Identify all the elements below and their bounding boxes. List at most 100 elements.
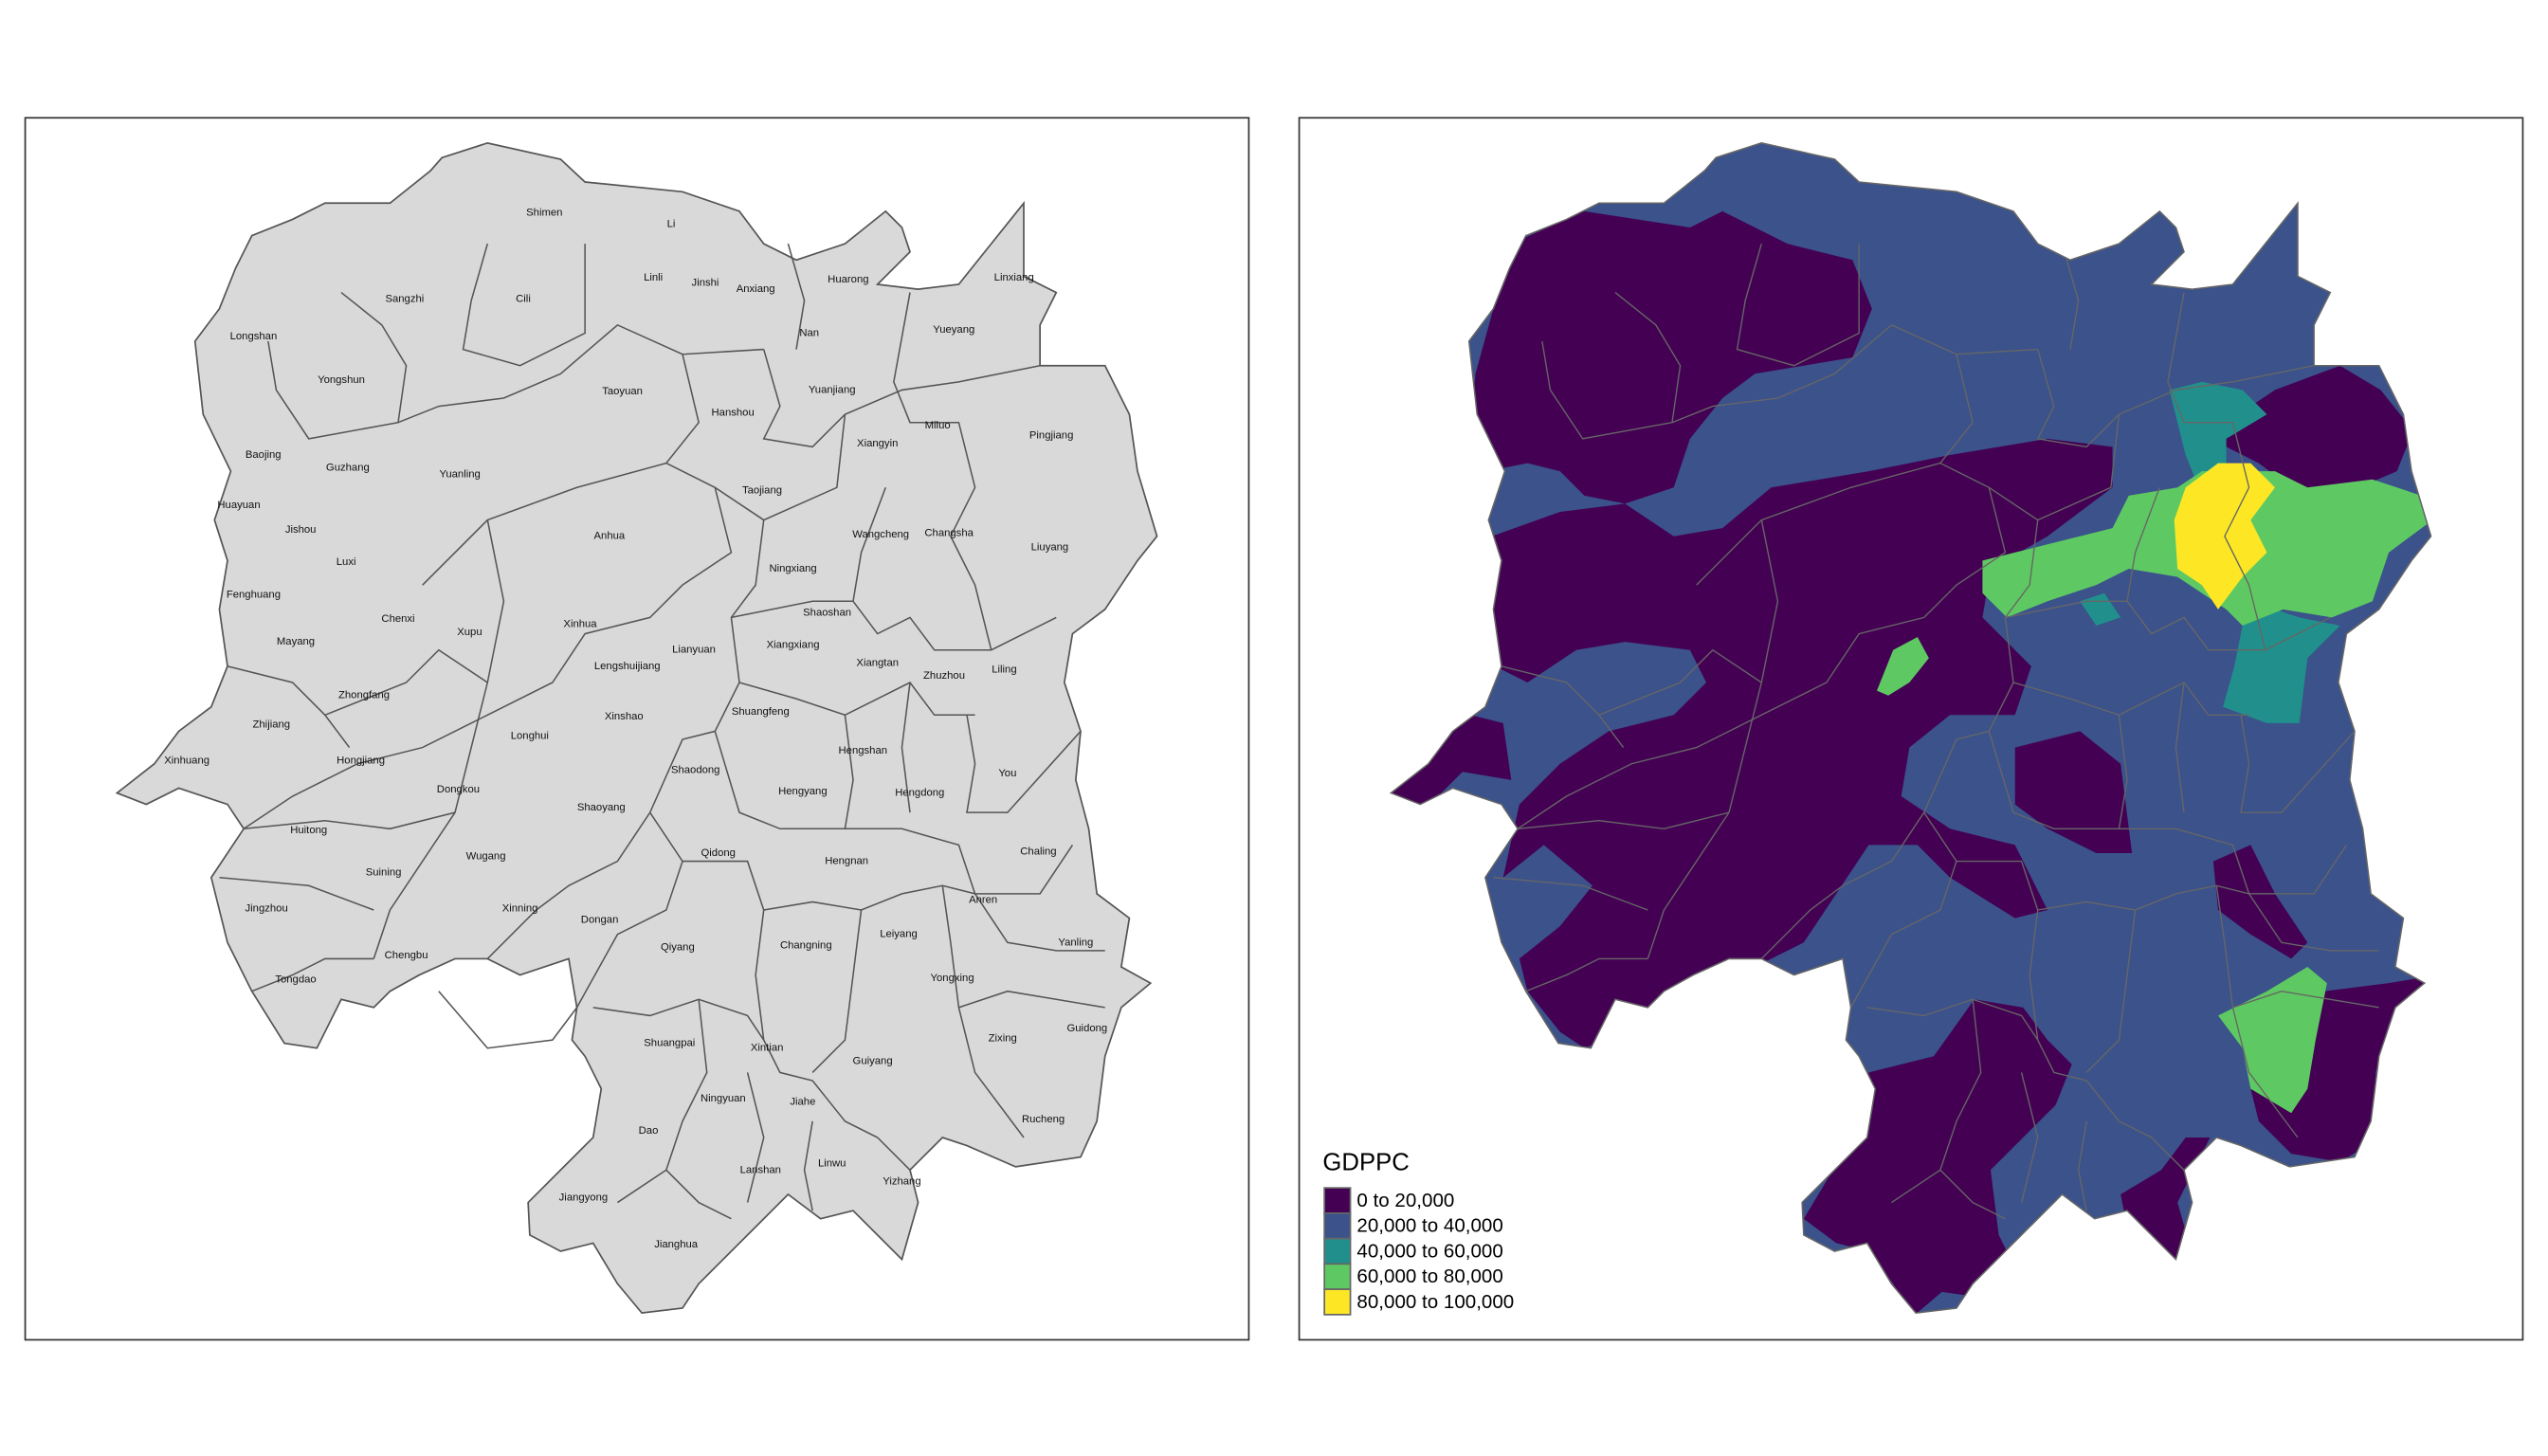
county-boundary (1988, 414, 2120, 521)
county-boundary (575, 811, 683, 1009)
county-boundary (2232, 991, 2379, 1009)
county-label: Chaling (1020, 846, 1056, 857)
county-region (1491, 438, 2113, 1048)
county-boundary (2005, 600, 2127, 619)
county-label: Jianghua (654, 1239, 699, 1250)
county-boundary (1712, 991, 1852, 1049)
county-label: Hengnan (825, 856, 868, 867)
county-boundary (1647, 519, 1779, 959)
county-label: Jingzhou (246, 902, 288, 914)
county-label: Pingjiang (1029, 429, 1073, 441)
county-region (2226, 365, 2413, 496)
county-label: Yanling (1058, 937, 1093, 948)
county-boundary (1849, 811, 1957, 1009)
county-label: Cili (516, 293, 531, 304)
county-label: Anxiang (737, 283, 775, 295)
county-label: Anren (969, 895, 997, 906)
county-label: Taoyuan (602, 386, 643, 397)
county-boundary (1525, 957, 1648, 992)
county-label: Linli (644, 272, 663, 283)
county-boundary (2037, 1039, 2185, 1171)
county-boundary (893, 292, 992, 650)
county-label: Zhongfang (338, 690, 390, 701)
left-map-frame (24, 117, 1250, 1341)
county-label: Yizhang (883, 1175, 920, 1187)
county-label: Wugang (466, 850, 506, 862)
county-label: Guzhang (326, 463, 370, 474)
county-label: Xinhua (563, 618, 597, 629)
county-label: Liuyang (1031, 542, 1069, 554)
county-label: Hanshou (712, 407, 755, 418)
county-region (1391, 715, 1512, 813)
county-labels: Shimen Li Linli Jinshi Anxiang Huarong Linxian… (164, 208, 1107, 1251)
county-boundary (462, 243, 586, 367)
county-label: Rucheng (1022, 1114, 1065, 1125)
legend-swatch (1323, 1187, 1352, 1214)
legend-label: 40,000 to 60,000 (1356, 1240, 1502, 1262)
county-boundary (1988, 731, 2347, 895)
county-label: Jishou (285, 524, 317, 536)
county-boundary (2077, 1120, 2087, 1211)
county-region (2014, 731, 2133, 853)
county-label: Sangzhi (385, 293, 424, 304)
county-label: Shimen (526, 208, 562, 219)
county-boundary (958, 990, 1105, 1009)
county-label: Leiyang (880, 929, 918, 940)
county-boundary (665, 1169, 732, 1220)
county-label: Changsha (924, 527, 974, 538)
county-label: Chenxi (381, 613, 414, 625)
county-boundary (2037, 884, 2249, 911)
county-label: Huayuan (217, 500, 260, 511)
county-label: Longhui (511, 731, 549, 742)
county-label: Guidong (1066, 1023, 1107, 1034)
county-label: Longshan (230, 331, 278, 342)
county-label: Chengbu (385, 950, 428, 961)
county-region (2212, 845, 2308, 959)
legend-label: 60,000 to 80,000 (1356, 1265, 1502, 1287)
county-label: Jiangyong (559, 1192, 609, 1203)
county-label: Baojing (246, 449, 282, 461)
county-boundary (1736, 243, 1860, 367)
county-boundary (1493, 877, 1648, 911)
county-boundary (2020, 1072, 2039, 1203)
county-boundary (2248, 893, 2379, 952)
county-boundary (1501, 665, 1625, 748)
county-label: Li (667, 219, 676, 230)
county-label: Jiahe (790, 1096, 815, 1107)
county-boundary (1696, 354, 1974, 586)
county-label: Xinshao (605, 711, 644, 722)
county-boundary (803, 1120, 813, 1211)
county-boundary (2118, 715, 2128, 829)
county-boundary (219, 876, 374, 911)
county-label: Yuanling (439, 469, 480, 481)
county-label: Xinhuang (164, 755, 209, 766)
county-boundary (974, 893, 1105, 952)
county-label: Liling (992, 664, 1016, 675)
county-boundary (763, 1039, 911, 1171)
legend-label: 20,000 to 40,000 (1356, 1215, 1502, 1237)
left-map-panel: Shimen Li Linli Jinshi Anxiang Huarong Linxian… (24, 117, 1250, 1341)
county-label: Yuanjiang (809, 384, 856, 395)
county-label: Yongxing (931, 973, 974, 984)
county-label: Shuangfeng (732, 706, 790, 718)
right-map-panel: GDPPC 0 to 20,000 20,000 to 40,000 40,000 … (1298, 117, 2524, 1341)
county-boundary (324, 648, 488, 717)
county-boundary (2061, 243, 2080, 350)
county-boundary (844, 715, 854, 829)
legend: GDPPC 0 to 20,000 20,000 to 40,000 40,000 … (1322, 1149, 1514, 1316)
legend-swatch (1323, 1288, 1352, 1316)
county-label: Shaoyang (577, 802, 626, 813)
county-boundary (1518, 811, 1730, 829)
county-boundary (731, 600, 853, 619)
county-label: Changning (780, 940, 832, 952)
right-map-frame (1298, 117, 2524, 1341)
county-label: Linxiang (994, 272, 1034, 283)
county-boundary (251, 957, 374, 992)
county-label: Huarong (828, 274, 868, 285)
county-label: Hengshan (839, 745, 888, 756)
county-label: Nan (799, 327, 819, 338)
county-label: Miluo (925, 420, 951, 431)
county-label: Lianyuan (672, 645, 716, 656)
county-label: Xiangyin (857, 438, 898, 449)
